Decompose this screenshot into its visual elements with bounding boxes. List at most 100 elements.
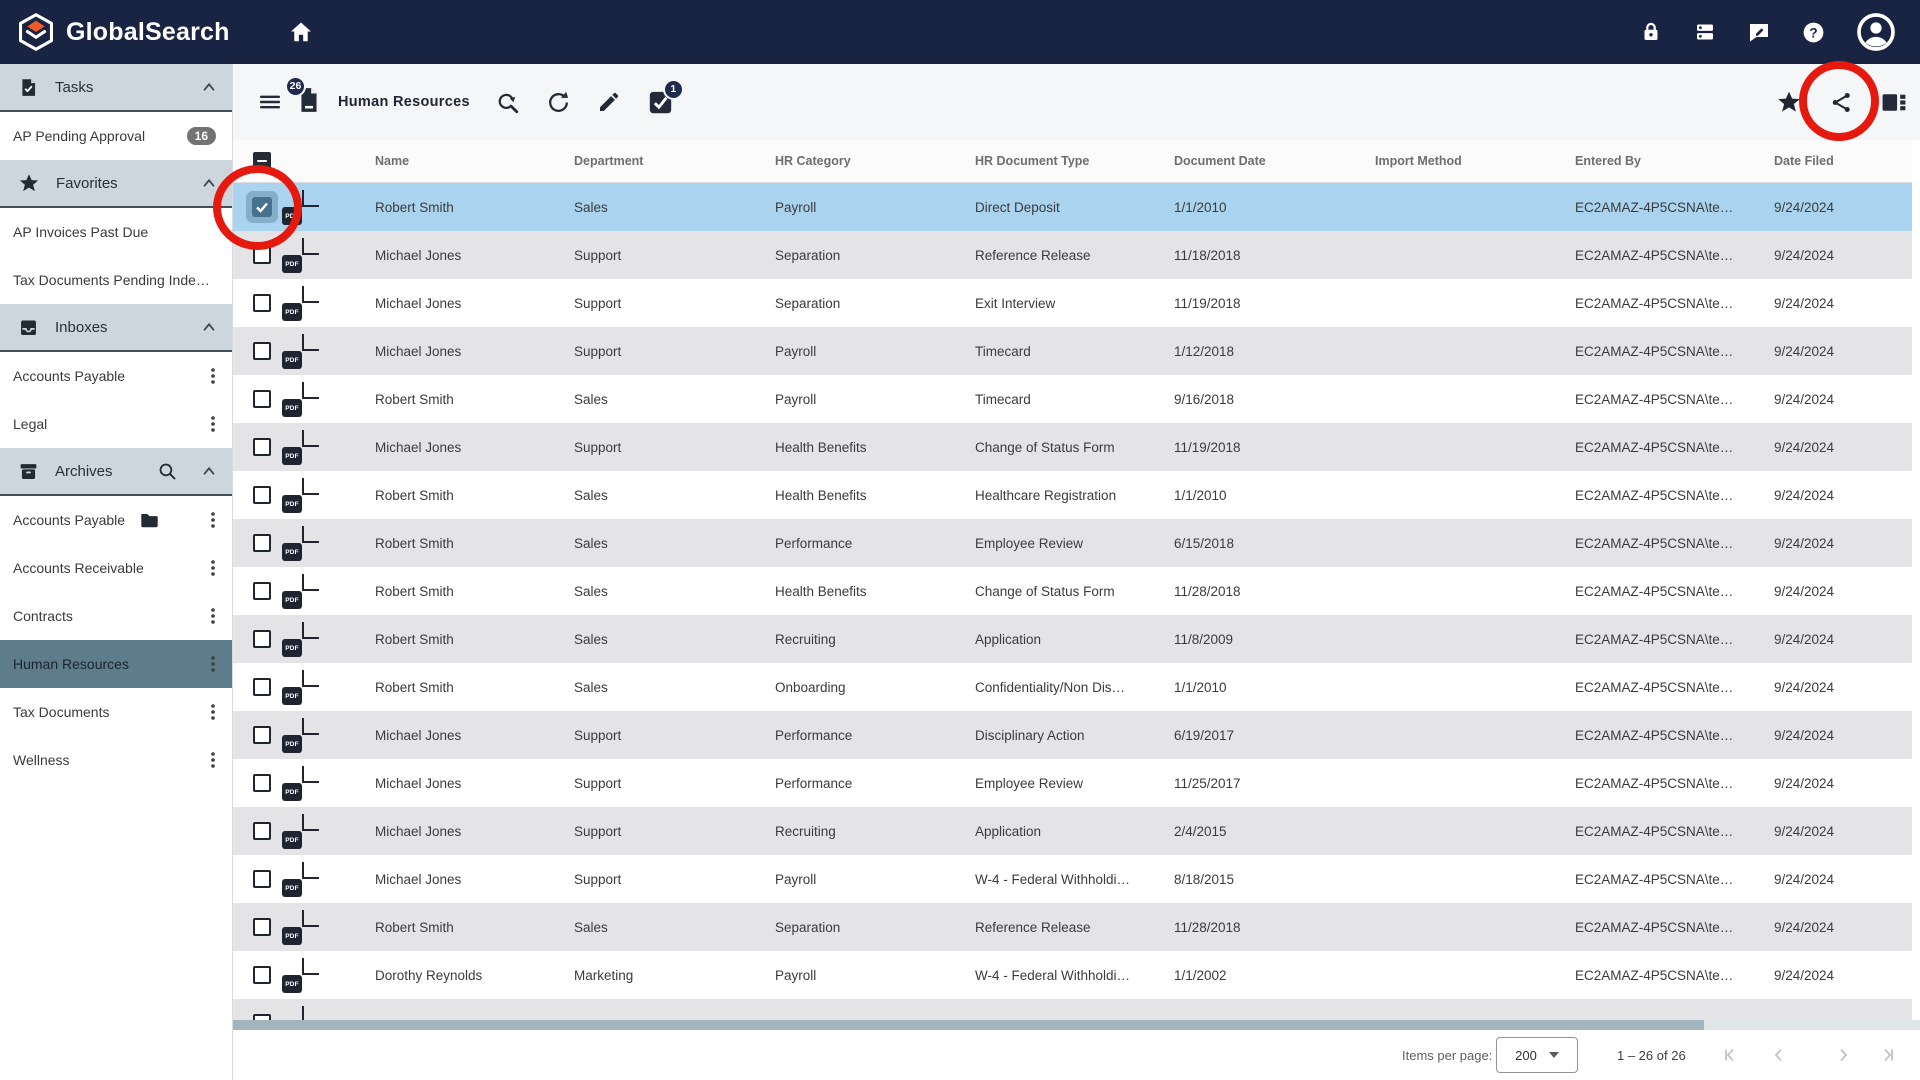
row-checkbox[interactable] xyxy=(252,486,271,504)
globalsearch-logo-icon xyxy=(16,12,56,52)
row-checkbox[interactable] xyxy=(252,438,271,456)
table-row[interactable]: PDF Robert Smith Sales Health Benefits C… xyxy=(233,567,1912,615)
table-body: PDF Robert Smith Sales Payroll Direct De… xyxy=(233,183,1920,1020)
table-row[interactable]: PDF Robert Smith Sales Health Benefits H… xyxy=(233,471,1912,519)
section-label: Favorites xyxy=(56,174,118,192)
table-row[interactable]: PDF Dorothy Reynolds Marketing Payroll W… xyxy=(233,951,1912,999)
count-badge: 16 xyxy=(186,127,216,145)
table-row[interactable]: PDF Robert Smith Sales Performance Emplo… xyxy=(233,519,1912,567)
cell-date-filed: 9/24/2024 xyxy=(1774,391,1835,407)
feedback-icon[interactable] xyxy=(1747,20,1771,44)
sidebar-item[interactable]: Accounts Payable xyxy=(0,496,232,544)
column-header-entered-by[interactable]: Entered By xyxy=(1575,154,1641,168)
column-header-hr-document-type[interactable]: HR Document Type xyxy=(975,154,1090,168)
account-icon[interactable] xyxy=(1856,12,1896,52)
cell-name: Robert Smith xyxy=(375,631,454,647)
row-checkbox[interactable] xyxy=(252,630,271,648)
sidebar-item[interactable]: Wellness xyxy=(0,736,232,784)
table-row[interactable]: PDF Robert Smith Sales Separation Refere… xyxy=(233,903,1912,951)
row-checkbox[interactable] xyxy=(252,390,271,408)
favorite-star-icon[interactable] xyxy=(1776,89,1802,115)
cell-document-date: 11/18/2018 xyxy=(1174,247,1241,263)
cell-document-date: 11/28/2018 xyxy=(1174,583,1241,599)
row-checkbox[interactable] xyxy=(252,534,271,552)
kebab-menu-icon[interactable] xyxy=(204,750,222,770)
table-row[interactable]: PDF Michael Jones Support Performance Em… xyxy=(233,759,1912,807)
sidebar-item[interactable]: Legal xyxy=(0,400,232,448)
column-header-department[interactable]: Department xyxy=(574,154,644,168)
search-icon[interactable] xyxy=(157,461,178,482)
row-checkbox[interactable] xyxy=(252,582,271,600)
dns-icon[interactable] xyxy=(1693,20,1717,44)
lock-icon[interactable] xyxy=(1639,20,1663,44)
kebab-menu-icon[interactable] xyxy=(204,366,222,386)
table-row[interactable]: PDF Michael Jones Support Performance Di… xyxy=(233,711,1912,759)
row-checkbox[interactable] xyxy=(252,294,271,312)
edit-icon[interactable] xyxy=(597,90,621,114)
sidebar-item[interactable]: Human Resources xyxy=(0,640,232,688)
help-icon[interactable]: ? xyxy=(1801,20,1826,45)
kebab-menu-icon[interactable] xyxy=(204,702,222,722)
table-row[interactable]: PDF Michael Jones Support Payroll Timeca… xyxy=(233,327,1912,375)
first-page-icon[interactable] xyxy=(1721,1045,1741,1065)
cell-document-date: 11/25/2017 xyxy=(1174,775,1241,791)
kebab-menu-icon[interactable] xyxy=(204,606,222,626)
kebab-menu-icon[interactable] xyxy=(204,414,222,434)
column-header-document-date[interactable]: Document Date xyxy=(1174,154,1266,168)
sidebar-section-inboxes[interactable]: Inboxes xyxy=(0,304,232,352)
table-row[interactable]: PDF Michael Jones Support Separation Exi… xyxy=(233,279,1912,327)
sidebar-item[interactable]: Tax Documents Pending Inde… xyxy=(0,256,232,304)
search-refresh-icon[interactable] xyxy=(494,89,520,115)
kebab-menu-icon[interactable] xyxy=(204,654,222,674)
column-header-hr-category[interactable]: HR Category xyxy=(775,154,851,168)
table-row[interactable]: PDF Michael Jones Support Recruiting App… xyxy=(233,807,1912,855)
horizontal-scrollbar[interactable] xyxy=(233,1020,1920,1030)
menu-icon[interactable] xyxy=(258,90,282,114)
row-checkbox[interactable] xyxy=(252,822,271,840)
refresh-icon[interactable] xyxy=(546,90,571,115)
table-row[interactable]: PDF Robert Smith Sales Payroll Timecard … xyxy=(233,375,1912,423)
table-row[interactable]: PDF Michael Jones Support Separation Ref… xyxy=(233,231,1912,279)
table-row[interactable]: PDF Robert Smith Sales Recruiting Applic… xyxy=(233,615,1912,663)
sidebar-section-tasks[interactable]: Tasks xyxy=(0,64,232,112)
next-page-icon[interactable] xyxy=(1833,1045,1853,1065)
archive-toolbar: 26 Human Resources xyxy=(233,64,1920,140)
sidebar-item[interactable]: AP Invoices Past Due xyxy=(0,208,232,256)
column-header-date-filed[interactable]: Date Filed xyxy=(1774,154,1834,168)
kebab-menu-icon[interactable] xyxy=(204,558,222,578)
cell-hr-document-type: Change of Status Form xyxy=(975,583,1115,599)
folder-icon[interactable] xyxy=(139,511,160,530)
row-checkbox[interactable] xyxy=(252,870,271,888)
items-per-page-select[interactable]: 200 xyxy=(1496,1037,1578,1073)
table-row[interactable]: PDF Michael Jones Support Payroll W-4 - … xyxy=(233,855,1912,903)
table-row[interactable]: PDF Michael Jones Support Health Benefit… xyxy=(233,423,1912,471)
column-header-import-method[interactable]: Import Method xyxy=(1375,154,1462,168)
row-checkbox[interactable] xyxy=(252,918,271,936)
row-checkbox[interactable] xyxy=(252,1014,271,1020)
column-header-name[interactable]: Name xyxy=(375,154,410,168)
sidebar-item[interactable]: Contracts xyxy=(0,592,232,640)
task-check-indicator[interactable]: 1 xyxy=(647,78,684,116)
last-page-icon[interactable] xyxy=(1877,1045,1897,1065)
horizontal-scrollbar-thumb[interactable] xyxy=(233,1020,1704,1030)
table-row[interactable]: PDF xyxy=(233,999,1912,1020)
cell-entered-by: EC2AMAZ-4P5CSNA\te… xyxy=(1575,535,1734,551)
kebab-menu-icon[interactable] xyxy=(204,510,222,530)
table-row[interactable]: PDF Robert Smith Sales Payroll Direct De… xyxy=(233,183,1912,231)
row-checkbox[interactable] xyxy=(252,966,271,984)
sidebar-item[interactable]: AP Pending Approval 16 xyxy=(0,112,232,160)
sidebar-item[interactable]: Accounts Payable xyxy=(0,352,232,400)
row-checkbox[interactable] xyxy=(252,774,271,792)
home-button[interactable] xyxy=(288,19,314,45)
prev-page-icon[interactable] xyxy=(1769,1045,1789,1065)
sidebar-item-label: Tax Documents xyxy=(13,704,110,720)
sidebar-section-favorites[interactable]: Favorites xyxy=(0,160,232,208)
sidebar-item[interactable]: Tax Documents xyxy=(0,688,232,736)
row-checkbox[interactable] xyxy=(252,342,271,360)
table-row[interactable]: PDF Robert Smith Sales Onboarding Confid… xyxy=(233,663,1912,711)
sidebar-section-archives[interactable]: Archives xyxy=(0,448,232,496)
row-checkbox[interactable] xyxy=(252,678,271,696)
view-column-icon[interactable] xyxy=(1881,90,1908,115)
row-checkbox[interactable] xyxy=(252,726,271,744)
sidebar-item[interactable]: Accounts Receivable xyxy=(0,544,232,592)
